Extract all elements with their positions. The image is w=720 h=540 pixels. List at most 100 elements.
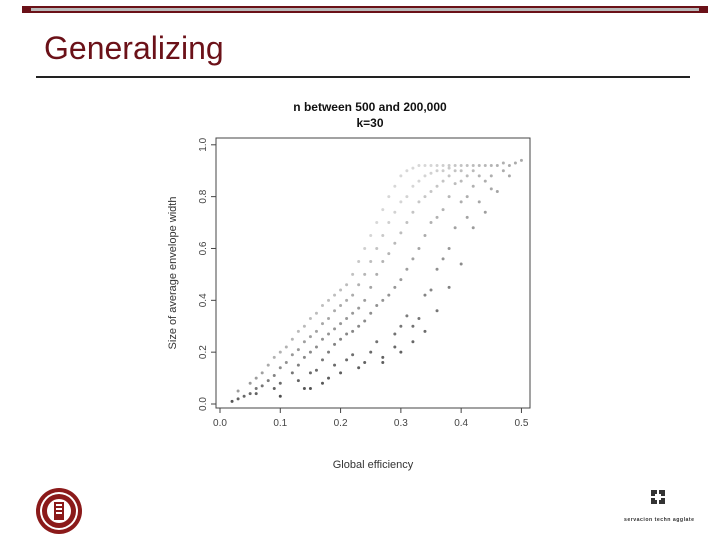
scatter-point [375,272,379,276]
scatter-point [453,226,457,230]
scatter-point [296,348,300,352]
chart-title-line-2: k=30 [356,116,384,130]
scatter-point [296,363,300,367]
scatter-point [290,353,294,357]
scatter-point [272,355,276,359]
scatter-point [459,179,463,183]
scatter-point [339,371,343,375]
scatter-point [411,166,415,170]
scatter-point [429,164,433,168]
scatter-point [399,324,403,328]
x-tick-label: 0.4 [454,418,468,429]
scatter-point [260,371,264,375]
scatter-point [375,340,379,344]
scatter-point [459,164,463,168]
scatter-point [393,241,397,245]
scatter-point [399,174,403,178]
scatter-point [417,164,421,168]
scatter-point [447,174,451,178]
scatter-point [308,335,312,339]
scatter-point [423,174,427,178]
scatter-point [272,373,276,377]
scatter-point [363,319,367,323]
scatter-point [369,259,373,263]
scatter-point [284,361,288,365]
x-tick-label: 0.3 [394,418,408,429]
x-tick-label: 0.5 [514,418,528,429]
title-bar-stripe-inner [31,8,699,11]
scatter-point [333,342,337,346]
scatter-point [363,298,367,302]
y-axis-label: Size of average envelope width [167,197,179,350]
scatter-point [495,189,499,193]
scatter-point [339,304,343,308]
scatter-point [333,293,337,297]
scatter-point [393,345,397,349]
scatter-point [327,298,331,302]
scatter-point [296,329,300,333]
scatter-point [393,210,397,214]
scatter-point [381,234,385,238]
scatter-point [320,337,324,341]
scatter-point [351,311,355,315]
scatter-point [429,171,433,175]
y-tick-label: 0.2 [198,345,209,359]
title-bar-stripe [22,6,708,13]
scatter-point [519,158,523,162]
scatter-point [399,200,403,204]
scatter-point [435,267,439,271]
scatter-point [429,288,433,292]
scatter-point [302,324,306,328]
scatter-point [441,208,445,212]
scatter-point [453,169,457,173]
scatter-point [471,226,475,230]
scatter-point [363,361,367,365]
scatter-point [435,184,439,188]
x-tick-label: 0.2 [334,418,348,429]
scatter-point [248,392,252,396]
y-tick-label: 0.0 [198,397,209,411]
scatter-point [357,366,361,370]
scatter-point [290,371,294,375]
scatter-point [387,293,391,297]
scatter-point [429,221,433,225]
scatter-point [507,164,511,168]
scatter-point [447,166,451,170]
scatter-point [320,381,324,385]
x-tick-label: 0.0 [213,418,227,429]
scatter-point [417,246,421,250]
scatter-point [296,379,300,383]
scatter-point [465,215,469,219]
scatter-point [405,169,409,173]
scatter-point [375,221,379,225]
scatter-point [357,324,361,328]
scatter-point [411,324,415,328]
scatter-point [447,285,451,289]
scatter-point [489,164,493,168]
scatter-point [435,169,439,173]
scatter-point [369,350,373,354]
scatter-point [302,340,306,344]
scatter-point [393,285,397,289]
scatter-point [405,314,409,318]
scatter-point [242,394,246,398]
scatter-point [411,184,415,188]
scatter-point [357,283,361,287]
scatter-point [308,350,312,354]
scatter-point [351,293,355,297]
scatter-point [308,316,312,320]
scatter-point [411,340,415,344]
scatter-point [266,379,270,383]
scatter-point [345,298,349,302]
scatter-point [441,164,445,168]
scatter-point [501,161,505,165]
scatter-point [327,332,331,336]
scatter-point [272,386,276,390]
scatter-point [447,246,451,250]
scatter-point [387,221,391,225]
scatter-point [489,174,493,178]
scatter-point [477,200,481,204]
scatter-point [399,278,403,282]
scatter-point [507,174,511,178]
scatter-point [483,179,487,183]
